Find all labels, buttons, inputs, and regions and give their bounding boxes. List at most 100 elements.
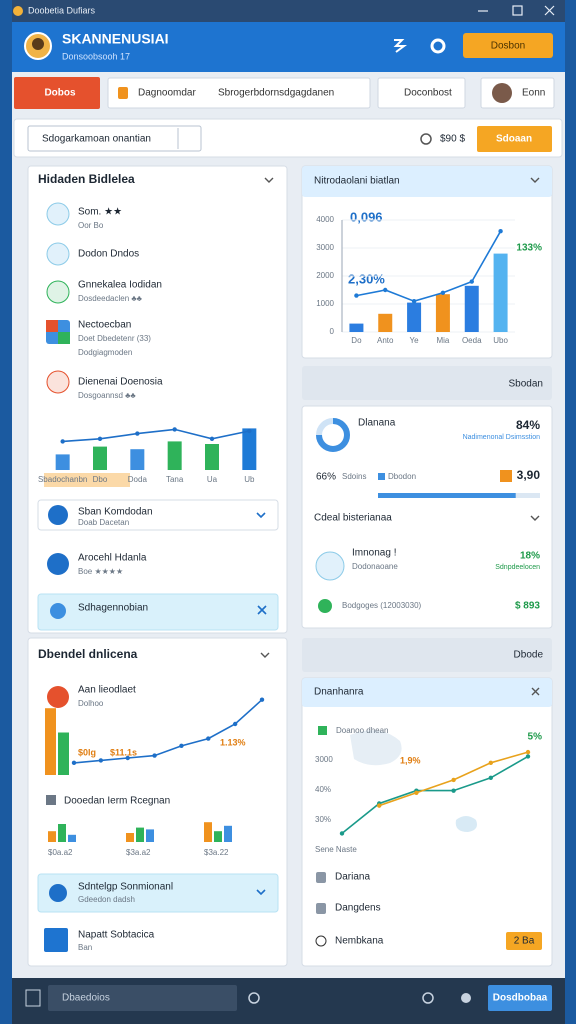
mini-category: Ub (244, 475, 255, 484)
row-title[interactable]: Sban Komdodan (78, 507, 153, 518)
group-label: $0a.a2 (48, 848, 73, 857)
tab-label[interactable]: Dobos (44, 88, 76, 99)
status-icon[interactable] (248, 992, 260, 1004)
status-input-text[interactable]: Dbaedoios (62, 993, 110, 1004)
status-button[interactable] (488, 985, 552, 1011)
tab-label[interactable]: Dagnoomdar (138, 88, 196, 99)
search-button[interactable] (477, 126, 552, 152)
mini-bar (167, 441, 182, 470)
section-icon (46, 795, 56, 805)
link-label[interactable]: Sbodan (509, 379, 543, 390)
tab-group[interactable] (107, 77, 371, 109)
annotation: 0,096 (350, 209, 383, 224)
footer-value: $ 893 (515, 601, 540, 612)
trend-line-point (383, 287, 388, 293)
item-title: Som. ★★ (78, 207, 122, 218)
map-shape (455, 816, 477, 832)
stat-subtitle: Nadimenonal Dsimsstion (463, 434, 541, 441)
tab[interactable] (377, 77, 466, 109)
legend-swatch (318, 726, 327, 735)
status-icon[interactable] (422, 992, 434, 1004)
badge[interactable] (506, 932, 542, 950)
status-icon[interactable] (461, 993, 471, 1003)
chevron[interactable] (264, 177, 274, 183)
x-tick-label: Mia (436, 336, 449, 345)
chevron[interactable] (260, 652, 270, 658)
status-button-label[interactable]: Dosdbobaa (493, 993, 548, 1004)
list-icon (316, 903, 326, 914)
status-icon[interactable] (25, 989, 41, 1007)
list-item[interactable]: Dangdens (335, 903, 381, 914)
progress-bar (378, 493, 516, 498)
section-title: Cdeal bisterianaa (314, 513, 392, 524)
mini-category: Ua (207, 475, 218, 484)
tab-label[interactable]: Sbrogerbdornsdgagdanen (218, 88, 334, 99)
item-icon-part (46, 320, 58, 332)
stat-title: Dlanana (358, 418, 396, 429)
title-bar (12, 0, 565, 22)
y-tick-label: 0 (330, 327, 335, 336)
group-bar (204, 822, 212, 842)
window-controls[interactable] (478, 5, 555, 16)
annotation: 5% (528, 732, 543, 743)
link-row[interactable] (302, 366, 552, 400)
search-input[interactable] (27, 125, 202, 152)
annotation: 1.13% (220, 737, 246, 747)
settings-icon[interactable] (430, 38, 446, 54)
mini-line-point (247, 428, 252, 434)
y-label: 30% (315, 815, 331, 824)
button-label[interactable]: Sdoaan (496, 134, 532, 145)
footer-icon (318, 599, 332, 613)
stats-card (301, 405, 553, 629)
mini-bar (242, 428, 257, 470)
group-bar (146, 829, 154, 842)
y-label: 40% (315, 785, 331, 794)
user-name[interactable]: Eonn (522, 88, 545, 99)
badge-label[interactable]: 2 Ba (514, 936, 535, 947)
list-icon (316, 872, 326, 883)
item-title: Dienenai Doenosia (78, 377, 163, 388)
group-bar (68, 834, 76, 842)
header-button[interactable] (463, 33, 553, 58)
y-label: Sene Naste (315, 845, 357, 854)
group-bar (214, 831, 222, 842)
status-input[interactable] (48, 985, 237, 1011)
row-title[interactable]: Sdntelgp Sonmionanl (78, 882, 173, 893)
trend-line-point (498, 229, 503, 234)
link-label[interactable]: Dbode (514, 650, 544, 661)
list-item[interactable]: Nembkana (335, 936, 384, 947)
tab-label[interactable]: Doconbost (404, 88, 452, 99)
price-icon (420, 133, 432, 145)
row-title[interactable]: Sdhagennobian (78, 603, 148, 614)
item-subtitle: Oor Bo (78, 221, 104, 230)
item-subtitle: Doet Dbedetenr (33) (78, 334, 151, 343)
chevron[interactable] (530, 177, 540, 183)
mini-line-point (135, 431, 140, 436)
close-icon[interactable] (531, 687, 540, 696)
expand-row[interactable] (37, 873, 279, 913)
person-avatar (315, 551, 345, 581)
link-row[interactable] (302, 638, 552, 672)
expand-row[interactable] (37, 499, 279, 531)
card-header (302, 678, 552, 707)
list-icon (44, 928, 68, 952)
header-button-label[interactable]: Dosbon (491, 41, 525, 52)
section-title: Dooedan Ierm Rcegnan (64, 796, 170, 807)
x-tick-label: Ye (410, 336, 420, 345)
chevron[interactable] (530, 515, 540, 521)
primary-tab[interactable] (14, 77, 100, 109)
series-line-point (525, 749, 531, 755)
header-icon[interactable] (393, 39, 407, 53)
item-icon (46, 280, 70, 304)
list-item[interactable]: Dariana (335, 872, 370, 883)
trend-line-point (206, 736, 211, 741)
chevron[interactable] (256, 512, 266, 519)
item-subtitle: Dodgiagmoden (78, 348, 132, 357)
highlight-row[interactable] (37, 593, 279, 631)
chevron[interactable] (256, 889, 266, 896)
trend-line-point (98, 758, 104, 763)
close-icon[interactable] (257, 605, 267, 615)
search-placeholder[interactable]: Sdogarkamoan onantian (42, 134, 151, 145)
trend-line-point (152, 753, 157, 758)
